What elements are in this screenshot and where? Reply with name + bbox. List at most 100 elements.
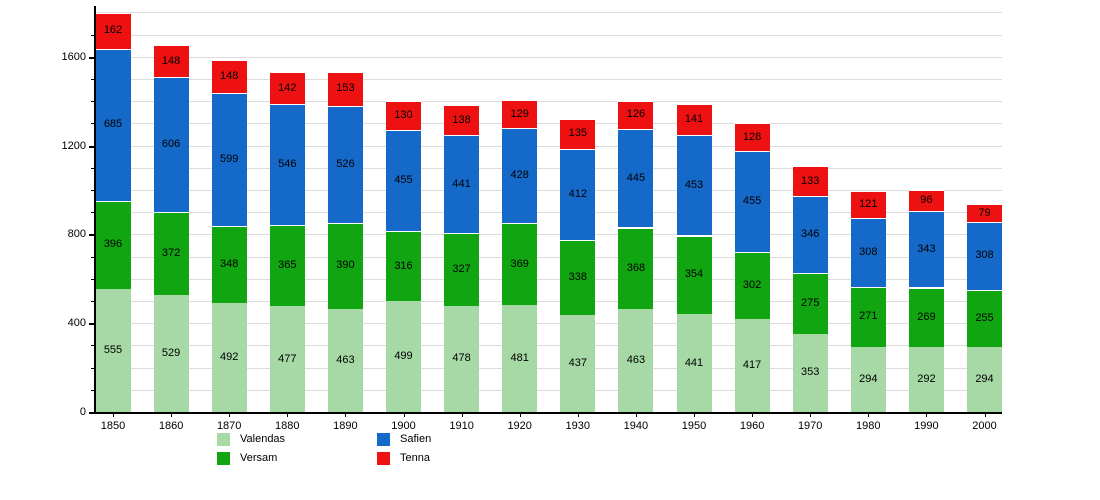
gridline [95,212,1002,214]
bar-segment [386,130,421,232]
gridline [95,256,1002,258]
x-tick-label: 2000 [972,420,997,432]
y-tick-label: 400 [67,317,86,330]
gridline [95,234,1002,236]
bar-value-label: 417 [742,359,762,372]
bar-value-label: 365 [278,259,297,272]
bar-value-label: 372 [161,246,181,259]
x-tick-label: 1880 [275,420,300,432]
y-axis-minor-tick [91,256,95,258]
bar-segment [792,272,828,334]
y-axis-major-tick [89,323,95,326]
bar-segment [676,103,712,135]
bar-value-label: 555 [103,343,123,356]
bar-segment [153,212,189,295]
x-axis-tick [868,414,870,417]
bar-segment [211,302,247,412]
bar-segment [908,190,944,212]
y-axis-minor-tick [91,389,95,391]
bar-value-label: 348 [220,257,239,270]
bar-segment [792,333,828,412]
bar-segment [618,128,654,228]
bar-segment [967,221,1002,291]
bar-segment [618,100,654,129]
bar-value-label: 327 [452,263,471,276]
bar-segment [502,305,538,412]
bar-segment [908,287,944,348]
bar-value-label: 428 [510,169,529,182]
x-axis-tick [810,414,812,417]
bar-segment [734,252,770,320]
bar-value-label: 138 [452,113,471,126]
bar-segment [386,301,421,412]
bar-segment [850,218,886,287]
bar-value-label: 275 [801,296,820,309]
bar-segment [850,286,886,347]
bar-segment [734,123,770,152]
bar-value-label: 368 [626,261,646,274]
gridline [95,12,1002,14]
bar-segment [967,290,1002,347]
bar-segment [95,200,131,289]
bar-value-label: 141 [684,112,704,125]
x-tick-label: 1890 [333,420,358,432]
bar-value-label: 455 [742,195,762,208]
x-axis-tick [694,414,695,417]
bar-segment [444,104,480,136]
bar-value-label: 308 [859,245,878,258]
y-axis-minor-tick [91,101,95,103]
x-axis-tick [577,414,579,417]
y-axis-major-tick [89,234,95,237]
legend-swatch-tenna [377,452,390,465]
bar-segment [792,195,828,273]
bar-value-label: 354 [684,268,704,281]
gridline [95,167,1002,169]
x-axis-tick [171,414,173,417]
bar-segment [95,12,131,49]
bar-value-label: 529 [161,346,181,359]
y-axis-minor-tick [91,190,95,191]
bar-value-label: 130 [394,109,413,122]
gridline [95,34,1002,36]
x-axis-tick [287,414,289,417]
bar-value-label: 271 [859,310,878,323]
x-axis-tick [403,414,405,417]
bar-value-label: 546 [278,158,297,170]
x-axis-tick [752,414,754,417]
bar-segment [676,134,712,236]
bar-value-label: 396 [103,238,123,251]
bar-value-label: 445 [626,171,646,184]
x-axis-tick [461,414,463,417]
bar-value-label: 269 [917,310,936,323]
bar-segment [211,225,247,303]
x-axis-tick [519,414,521,417]
bar-segment [211,92,247,226]
bar-segment [153,44,189,78]
bar-segment [327,105,363,223]
bar-value-label: 453 [684,178,704,191]
y-tick-label: 1200 [61,139,86,152]
y-axis-minor-tick [91,34,95,36]
bar-value-label: 148 [161,54,181,67]
bar-value-label: 477 [278,352,297,365]
legend-label-versam: Versam [240,452,278,464]
bar-value-label: 390 [336,259,355,272]
bar-segment [153,77,189,212]
bar-segment [676,235,712,315]
bar-segment [502,128,538,224]
bar-segment [269,103,305,226]
bar-segment [734,319,770,412]
y-axis-minor-tick [91,123,95,125]
x-axis-tick [635,414,637,417]
bar-segment [560,239,596,315]
y-axis-minor-tick [91,79,95,80]
bar-segment [269,225,305,307]
bar-value-label: 294 [975,372,994,385]
x-tick-label: 1960 [739,420,765,432]
y-axis-major-tick [89,56,95,59]
x-tick-label: 1980 [856,420,881,432]
bar-segment [269,306,305,412]
bar-value-label: 294 [859,372,878,385]
bar-segment [734,151,770,253]
bar-value-label: 96 [920,194,933,207]
